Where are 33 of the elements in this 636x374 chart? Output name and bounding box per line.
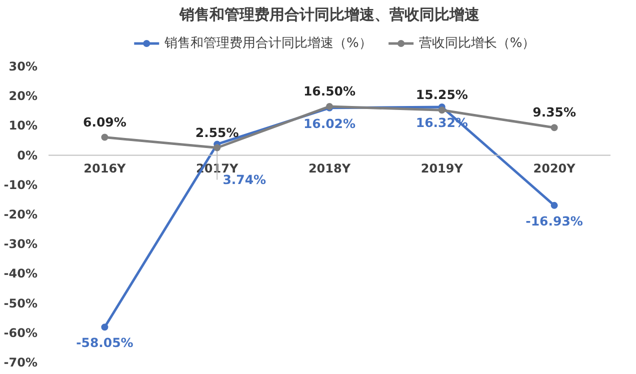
data-label: -16.93% — [526, 213, 584, 228]
data-label: 2.55% — [195, 124, 240, 140]
data-label: 6.09% — [83, 114, 127, 130]
y-tick-label: -30% — [4, 237, 38, 252]
point — [101, 134, 108, 141]
y-tick-label: -50% — [4, 296, 38, 310]
chart-title: 销售和管理费用合计同比增速、营收同比增速 — [178, 6, 480, 24]
x-tick-label: 2016Y — [84, 161, 126, 176]
y-tick-label: 10% — [8, 118, 38, 133]
point — [101, 324, 108, 331]
data-label: 3.74% — [222, 172, 267, 188]
data-label: -58.05% — [76, 335, 134, 350]
y-tick-label: -70% — [4, 356, 38, 370]
data-label: 16.02% — [303, 116, 356, 131]
point — [550, 202, 558, 209]
data-label: 15.25% — [416, 87, 468, 102]
y-tick-label: 20% — [8, 89, 38, 104]
data-label: 9.35% — [532, 104, 576, 120]
y-tick-label: -20% — [4, 208, 38, 222]
x-tick-label: 2020Y — [533, 161, 576, 176]
y-tick-label: -40% — [4, 266, 38, 281]
x-tick-label: 2019Y — [420, 161, 464, 176]
y-tick-label: -60% — [4, 326, 38, 340]
point — [214, 144, 221, 152]
x-tick-label: 2018Y — [308, 161, 351, 176]
legend-label: 销售和管理费用合计同比增速（%） — [163, 36, 372, 51]
y-tick-label: 0% — [17, 148, 38, 162]
data-label: 16.50% — [303, 83, 356, 98]
point — [550, 124, 558, 132]
y-tick-label: -10% — [4, 178, 38, 192]
legend-label: 营收同比增长（%） — [418, 36, 536, 51]
point — [438, 106, 446, 114]
y-tick-label: 30% — [8, 60, 38, 74]
